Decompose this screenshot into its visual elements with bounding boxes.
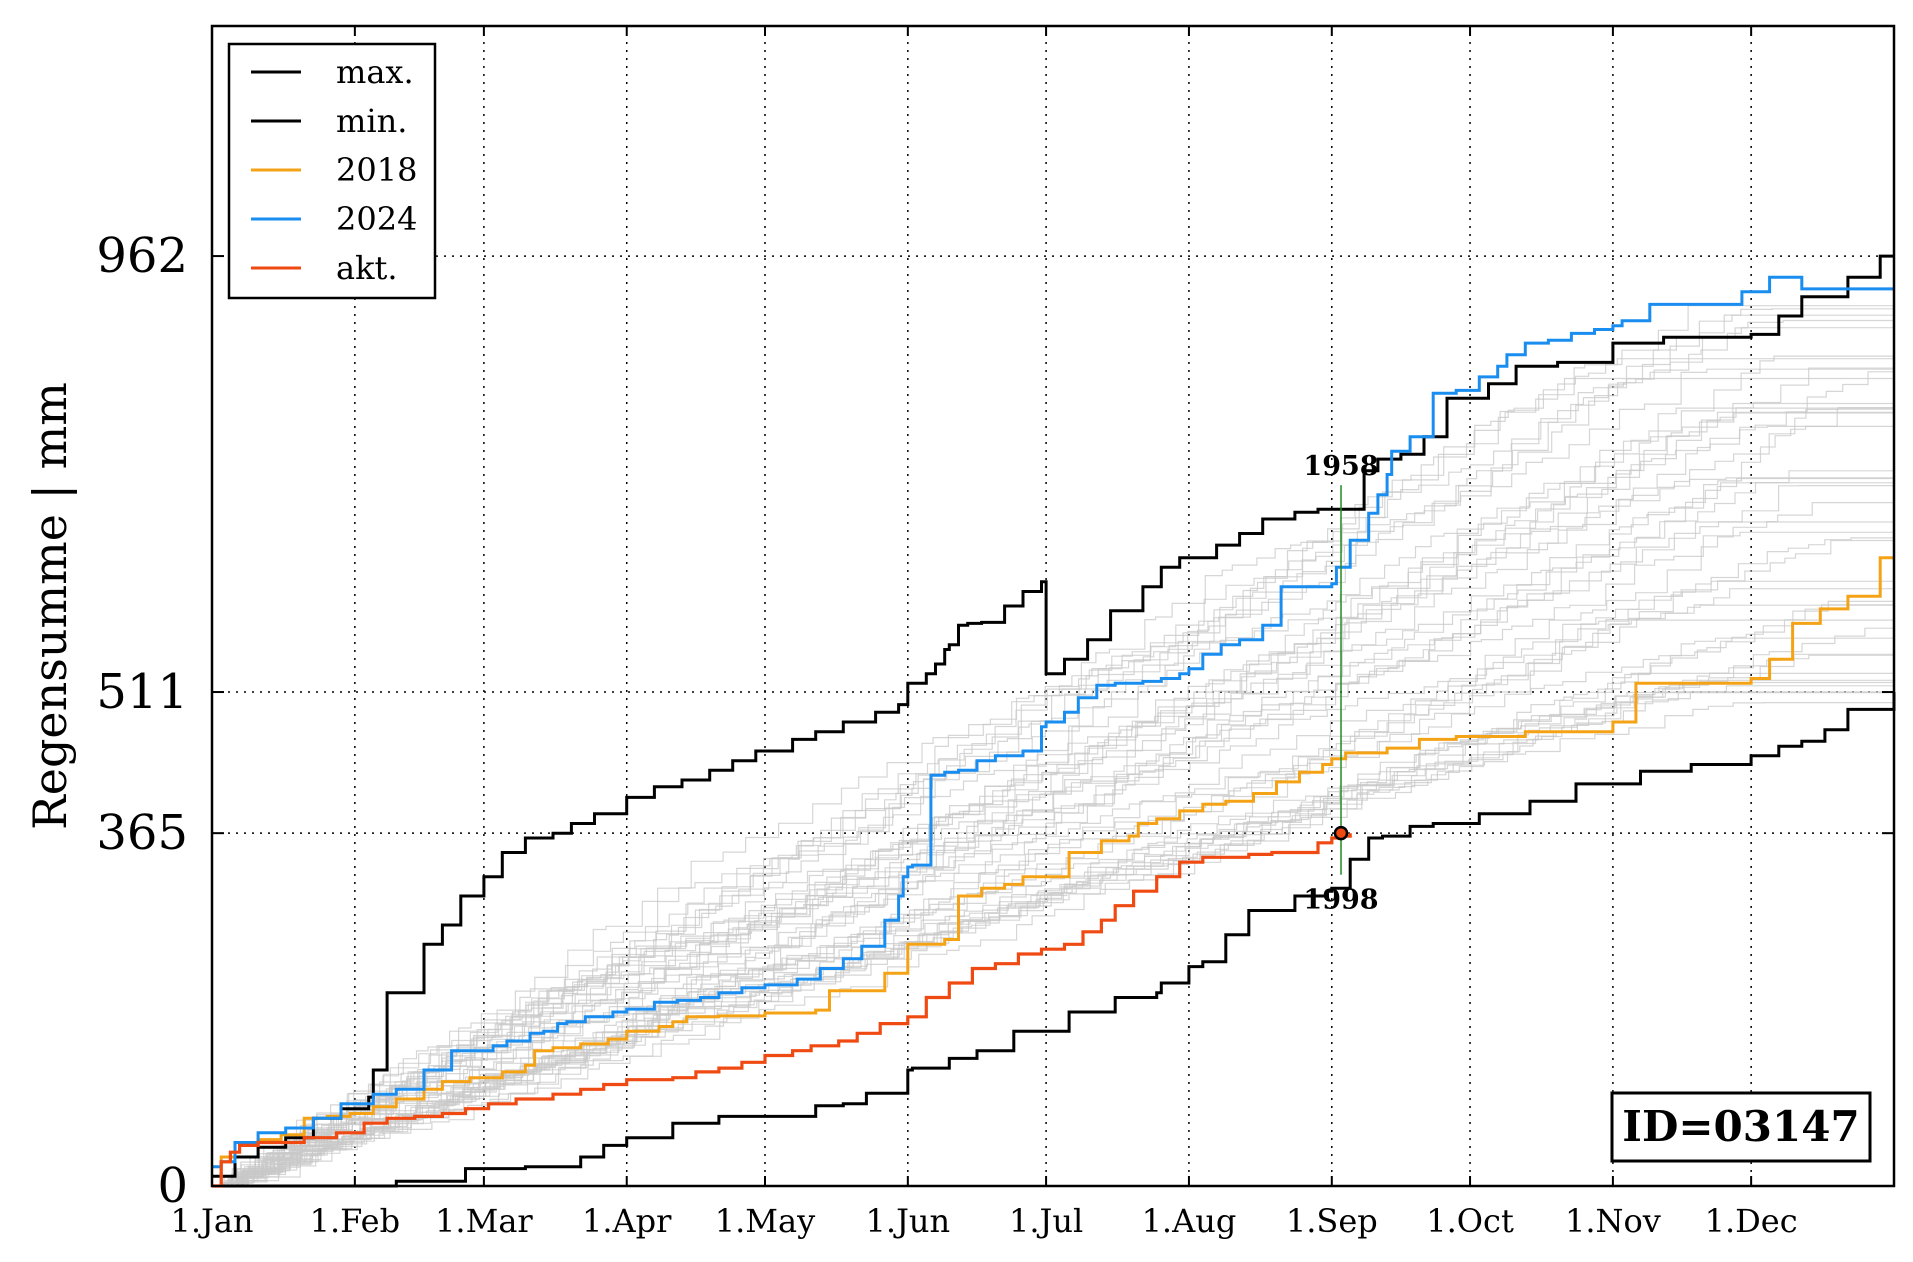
background-year-line [212, 355, 1894, 1187]
id-box-label: ID=03147 [1622, 1102, 1859, 1151]
annotations: 1958 1998 [1303, 451, 1378, 916]
legend-label: max. [336, 53, 414, 91]
legend-label: 2024 [336, 200, 417, 238]
series-lines [212, 254, 1896, 1188]
x-tick-label: 1.Jul [1009, 1202, 1083, 1240]
series-line-2024 [212, 275, 1894, 1169]
background-year-line [212, 411, 1894, 1187]
background-year-line [212, 539, 1894, 1187]
x-tick-label: 1.Sep [1286, 1202, 1378, 1240]
background-year-line [212, 681, 1894, 1187]
legend-label: min. [336, 102, 407, 140]
plot-frame [210, 24, 1896, 1188]
x-tick-label: 1.Mar [435, 1202, 533, 1240]
background-year-line [212, 679, 1894, 1187]
background-year-line [212, 308, 1894, 1187]
background-year-line [212, 371, 1894, 1187]
background-year-line [212, 407, 1894, 1187]
y-tick-label: 365 [96, 805, 188, 861]
id-box-frame [1610, 1091, 1872, 1163]
axis-ticks: 1.Jan 1.Feb 1.Mar 1.Apr 1.May 1.Jun 1.Jul 1.Aug… [96, 26, 1894, 1240]
y-tick-label: 511 [96, 664, 188, 720]
background-year-line [212, 368, 1894, 1187]
background-years [212, 305, 1894, 1187]
x-tick-label: 1.Jun [866, 1202, 951, 1240]
background-year-line [212, 485, 1894, 1187]
series-line-akt [212, 833, 1352, 1188]
background-year-line [212, 537, 1894, 1187]
background-year-line [212, 319, 1894, 1187]
x-tick-label: 1.Aug [1142, 1202, 1237, 1240]
background-year-line [212, 470, 1894, 1187]
x-tick-label: 1.Dec [1705, 1202, 1798, 1240]
y-tick-label: 0 [157, 1158, 188, 1214]
legend-label: akt. [336, 249, 398, 287]
x-tick-label: 1.Jan [170, 1202, 253, 1240]
background-year-line [212, 477, 1894, 1187]
series-line-2018 [212, 556, 1894, 1188]
background-year-line [212, 637, 1894, 1187]
background-year-line [212, 477, 1894, 1187]
x-tick-label: 1.Apr [582, 1202, 672, 1240]
grid [212, 26, 1894, 1186]
x-tick-label: 1.May [715, 1202, 815, 1240]
background-year-line [212, 654, 1894, 1187]
background-year-line [212, 358, 1894, 1187]
x-tick-label: 1.Feb [310, 1202, 400, 1240]
x-tick-label: 1.Oct [1426, 1202, 1514, 1240]
background-year-line [212, 672, 1894, 1187]
series-line-max [212, 254, 1894, 1178]
y-axis-label: Regensumme | mm [23, 382, 77, 830]
y-tick-label: 962 [96, 228, 188, 284]
current-value-marker [1333, 825, 1349, 841]
legend: max. min. 2018 2024 akt. [227, 42, 437, 300]
series-line-min [212, 692, 1896, 1188]
background-year-line [212, 305, 1894, 1187]
legend-label: 2018 [336, 151, 417, 189]
annotation-max-at-date: 1958 [1303, 451, 1378, 482]
background-year-line [212, 531, 1894, 1187]
x-tick-label: 1.Nov [1565, 1202, 1661, 1240]
id-box: ID=03147 [1610, 1091, 1872, 1163]
annotation-min-at-date: 1998 [1303, 885, 1378, 916]
